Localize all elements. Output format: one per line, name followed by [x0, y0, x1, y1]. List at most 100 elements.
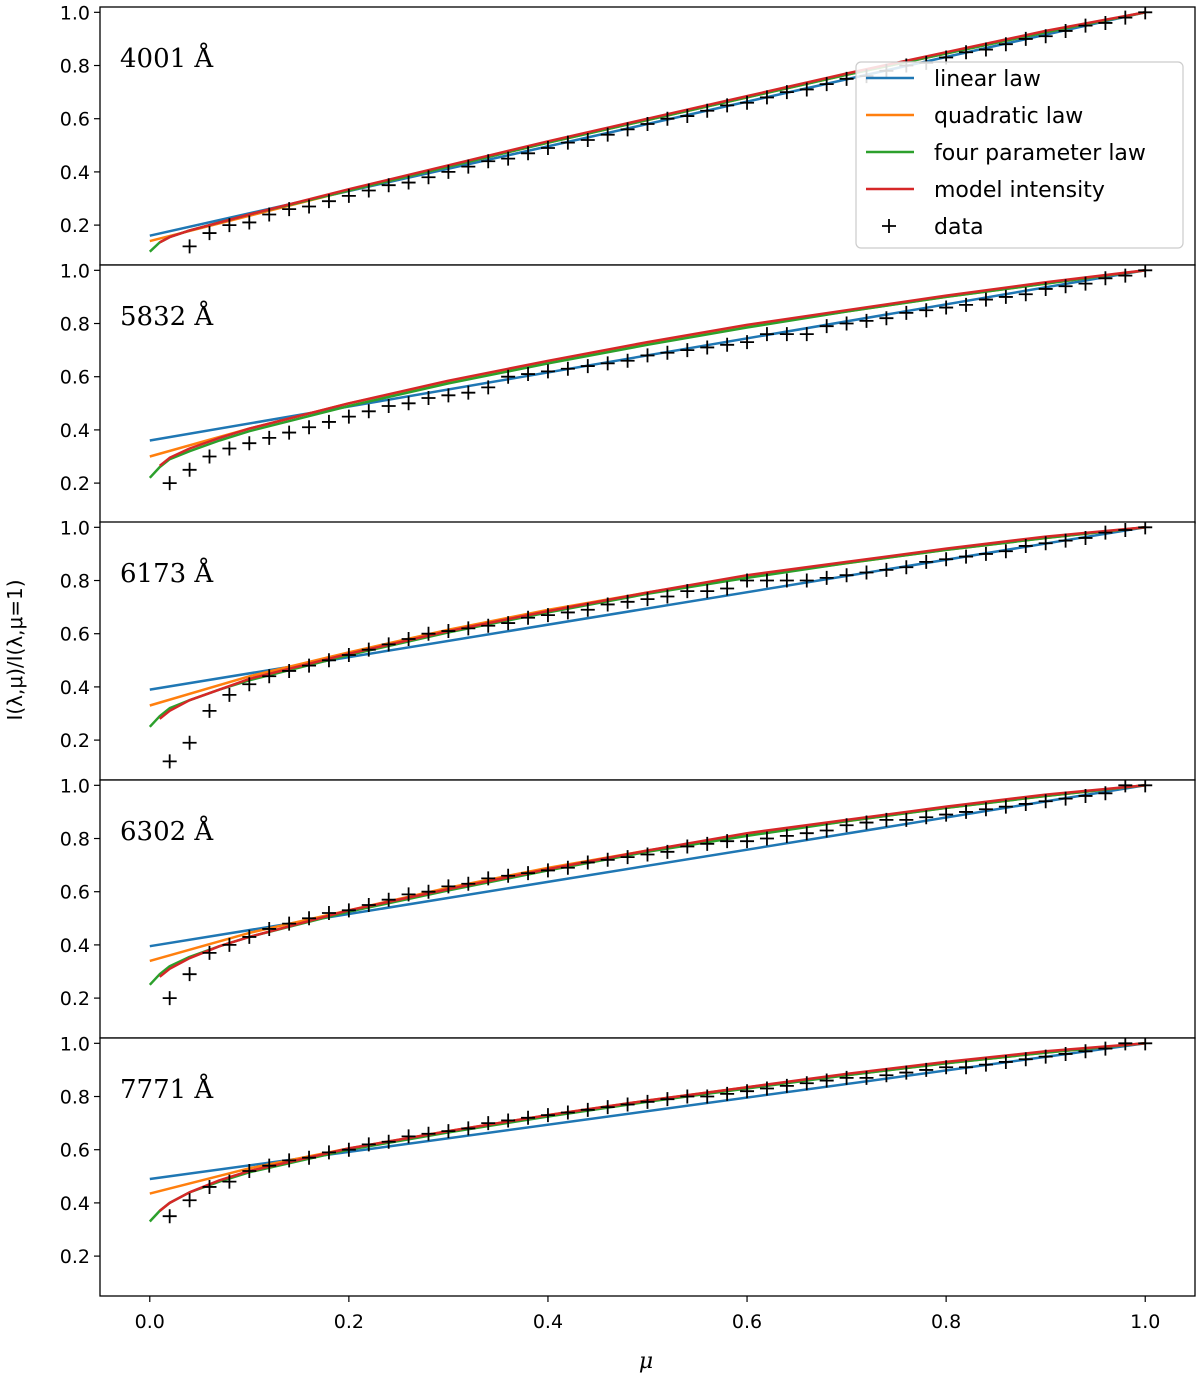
y-tick-label: 0.2: [60, 988, 90, 1010]
data-point: [640, 592, 655, 607]
data-point: [600, 1100, 615, 1115]
data-point: [1098, 525, 1113, 540]
data-point: [341, 188, 356, 203]
y-tick-label: 0.6: [60, 1140, 90, 1162]
data-point: [620, 594, 635, 609]
data-point: [660, 844, 675, 859]
data-point: [341, 647, 356, 662]
data-point: [939, 1060, 954, 1075]
data-point: [1118, 268, 1133, 283]
data-point: [640, 117, 655, 132]
data-point: [501, 616, 516, 631]
legend-marker: [882, 219, 896, 233]
data-point: [759, 573, 774, 588]
data-point: [700, 1089, 715, 1104]
data-point: [1058, 23, 1073, 38]
data-point: [740, 1084, 755, 1099]
data-point: [1118, 1038, 1133, 1051]
data-point: [441, 388, 456, 403]
data-point: [1078, 18, 1093, 33]
y-tick-label: 0.2: [60, 1246, 90, 1268]
data-point: [600, 852, 615, 867]
data-point: [779, 1078, 794, 1093]
data-point: [899, 305, 914, 320]
data-point: [740, 335, 755, 350]
wavelength-label: 6173 Å: [120, 557, 214, 589]
data-point: [1018, 287, 1033, 302]
data-point: [978, 802, 993, 817]
data-point: [939, 300, 954, 315]
data-point: [182, 462, 197, 477]
data-point: [620, 353, 635, 368]
data-point: [1098, 15, 1113, 30]
data-point: [899, 1065, 914, 1080]
data-point: [501, 1113, 516, 1128]
y-tick-label: 0.2: [60, 473, 90, 495]
data-point: [879, 562, 894, 577]
data-point: [302, 199, 317, 214]
panel-4: 0.2 0.4 0.6 0.8 1.0 6302 Å: [60, 775, 1196, 1044]
data-point: [521, 367, 536, 382]
data-point: [560, 1105, 575, 1120]
data-point: [759, 90, 774, 105]
data-point: [262, 921, 277, 936]
data-point: [819, 823, 834, 838]
data-point: [1098, 1041, 1113, 1056]
data-point: [740, 573, 755, 588]
data-point: [481, 618, 496, 633]
data-point: [1138, 522, 1153, 535]
data-point: [959, 804, 974, 819]
data-point: [560, 860, 575, 875]
data-point: [1058, 533, 1073, 548]
data-point: [720, 1086, 735, 1101]
data-point: [1018, 796, 1033, 811]
data-point: [521, 146, 536, 161]
data-point: [202, 449, 217, 464]
data-point: [1138, 7, 1153, 20]
data-point: [321, 194, 336, 209]
data-point: [461, 159, 476, 174]
data-point: [321, 905, 336, 920]
y-tick-label: 1.0: [60, 2, 90, 24]
data-point: [839, 316, 854, 331]
data-point: [401, 396, 416, 411]
data-point: [1078, 1044, 1093, 1059]
data-point: [759, 1081, 774, 1096]
data-point: [481, 1116, 496, 1131]
data-point: [162, 1209, 177, 1224]
data-point: [1058, 1046, 1073, 1061]
legend-label: linear law: [934, 67, 1041, 92]
y-tick-label: 0.4: [60, 677, 90, 699]
data-point: [302, 911, 317, 926]
panel-background: [100, 1038, 1195, 1296]
data-point: [182, 1193, 197, 1208]
data-point: [501, 151, 516, 166]
data-point: [740, 834, 755, 849]
data-point: [1118, 10, 1133, 25]
data-point: [481, 154, 496, 169]
data-point: [879, 1068, 894, 1083]
data-point: [262, 1158, 277, 1173]
model-intensity-line: [158, 526, 1146, 720]
data-point: [242, 929, 257, 944]
data-point: [1038, 29, 1053, 44]
data-point: [978, 1057, 993, 1072]
data-point: [321, 1145, 336, 1160]
data-point: [998, 1054, 1013, 1069]
data-point: [421, 626, 436, 641]
data-point: [222, 687, 237, 702]
data-point: [1078, 530, 1093, 545]
wavelength-label: 7771 Å: [120, 1073, 214, 1105]
data-point: [401, 887, 416, 902]
data-point: [421, 884, 436, 899]
data-point: [978, 292, 993, 307]
data-point: [1078, 276, 1093, 291]
data-point: [1038, 281, 1053, 296]
panel-5: 0.2 0.4 0.6 0.8 1.0 7771 Å: [60, 1033, 1196, 1302]
data-point: [461, 1121, 476, 1136]
data-point: [580, 855, 595, 870]
data-point: [779, 573, 794, 588]
data-point: [461, 385, 476, 400]
model-intensity-line: [158, 784, 1146, 978]
